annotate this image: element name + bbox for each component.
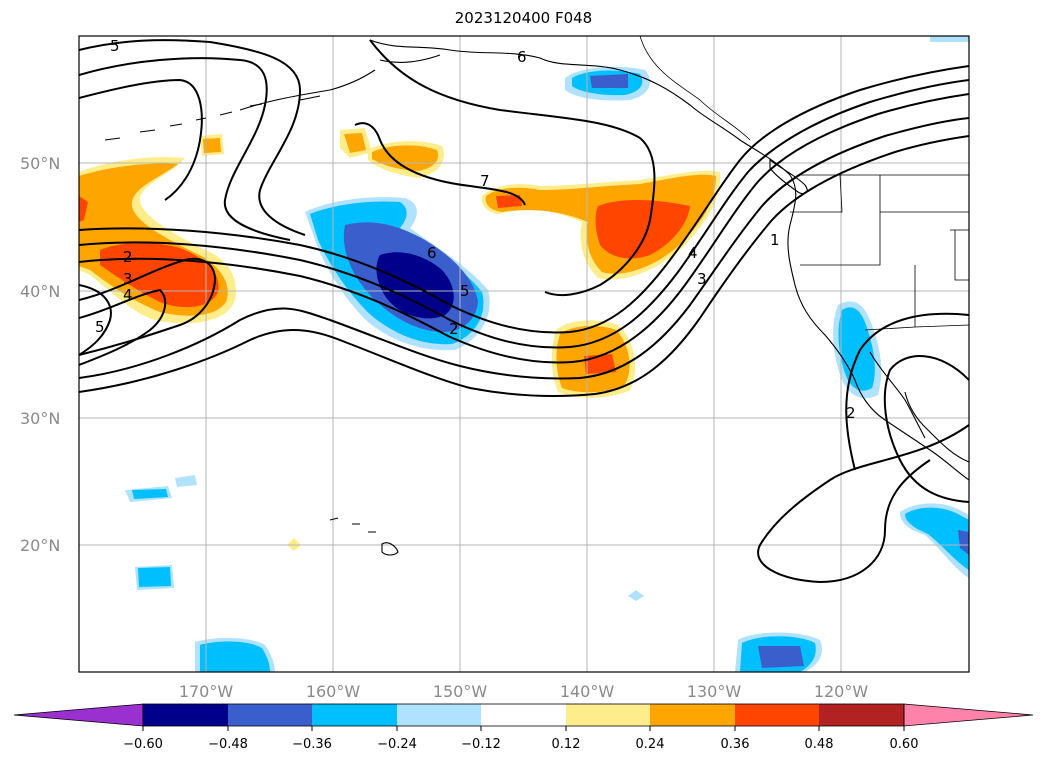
alaska-coast <box>239 54 441 111</box>
negative-anomaly-southeast-2 <box>905 507 969 570</box>
contour-6-north <box>369 39 656 297</box>
colorbar-segment-3 <box>312 704 397 726</box>
negative-anomaly-small-5-inner <box>758 646 804 668</box>
lat-label-30n: 30°N <box>20 409 60 428</box>
coastlines <box>104 39 969 556</box>
contour-d <box>79 93 969 364</box>
graticule <box>79 36 969 672</box>
negative-anomaly-small-4-core <box>200 641 270 672</box>
positive-anomaly-small-1-core <box>203 138 221 153</box>
positive-anomaly-north-2-core <box>372 145 439 171</box>
contour-7 <box>354 122 526 206</box>
colorbar-tick-label-6: 0.12 <box>552 737 581 752</box>
shaded-regions <box>79 36 969 672</box>
contour-label-4: 2 <box>123 248 133 266</box>
negative-anomaly-north-core <box>590 74 628 88</box>
colorbar-tick-label-3: −0.36 <box>292 737 332 752</box>
colorbar-segment-6 <box>566 704 650 726</box>
contour-e <box>79 257 217 356</box>
lon-label-170w: 170°W <box>179 682 234 701</box>
contour-label-8: 6 <box>427 244 437 262</box>
colorbar-segment-5 <box>481 704 566 726</box>
colorbar-tick-label-10: 0.60 <box>890 737 919 752</box>
contour-label-3: 7 <box>480 172 490 190</box>
negative-anomaly-small-2 <box>175 475 197 487</box>
colorbar-tick-label-2: −0.48 <box>208 737 248 752</box>
map-frame <box>78 35 970 673</box>
colorbar-tick-labels: −0.60 −0.48 −0.36 −0.24 −0.12 0.12 0.24 … <box>123 737 918 752</box>
contour-2-baja <box>845 312 969 503</box>
colorbar-tick-label-4: −0.24 <box>377 737 417 752</box>
map-content: 5 6 7 2 3 4 5 6 5 2 4 3 1 2 <box>79 36 969 672</box>
contour-label-12: 3 <box>697 270 707 288</box>
contour-f <box>79 288 167 366</box>
negative-anomaly-small-3-core <box>138 567 171 587</box>
contour-a <box>79 57 291 241</box>
negative-anomaly-small-6 <box>628 590 644 601</box>
colorbar-ticks <box>142 726 905 731</box>
lon-label-160w: 160°W <box>306 682 361 701</box>
positive-anomaly-east-small <box>496 195 522 208</box>
hawaii-islands <box>329 517 399 556</box>
contour-label-6: 4 <box>123 286 133 304</box>
negative-anomaly-small-1-core <box>132 489 168 499</box>
contour-label-7: 5 <box>95 318 105 336</box>
colorbar-segment-7 <box>650 704 735 726</box>
contour-label-13: 1 <box>770 231 780 249</box>
contour-h <box>79 135 969 397</box>
colorbar-segment-2 <box>228 704 312 726</box>
colorbar-tick-label-9: 0.48 <box>805 737 834 752</box>
contour-label-14: 2 <box>846 404 856 422</box>
colorbar-segment-8 <box>735 704 819 726</box>
lon-label-130w: 130°W <box>687 682 742 701</box>
contour-label-1: 5 <box>110 37 120 55</box>
contour-5-west-inner <box>79 78 203 201</box>
positive-anomaly-east-core <box>595 200 690 259</box>
negative-anomaly-southeast-core <box>958 530 969 555</box>
contour-southwest <box>79 284 112 356</box>
latitude-labels: 50°N 40°N 30°N 20°N <box>20 154 60 555</box>
contour-label-5: 3 <box>123 270 133 288</box>
positive-anomaly-west-edge <box>79 196 88 222</box>
colorbar: −0.60 −0.48 −0.36 −0.24 −0.12 0.12 0.24 … <box>13 703 1034 752</box>
lon-label-120w: 120°W <box>814 682 869 701</box>
baja-coast <box>869 351 969 463</box>
contour-5-west <box>79 39 306 236</box>
colorbar-segment-9 <box>819 704 904 726</box>
lat-label-20n: 20°N <box>20 536 60 555</box>
contour-b <box>79 65 969 334</box>
map-area <box>79 36 969 672</box>
contour-g <box>79 117 969 380</box>
positive-anomaly-north-1-core <box>344 133 366 153</box>
longitude-labels: 170°W 160°W 150°W 140°W 130°W 120°W <box>179 682 869 701</box>
north-america-coast <box>369 39 969 481</box>
alaska-canada-border <box>639 36 751 141</box>
contour-c <box>79 79 969 349</box>
colorbar-high-extension <box>903 703 1034 727</box>
colorbar-tick-label-1: −0.60 <box>123 737 163 752</box>
colorbar-segment-4 <box>397 704 481 726</box>
lon-label-150w: 150°W <box>433 682 488 701</box>
map-title: 2023120400 F048 <box>454 9 593 27</box>
colorbar-tick-label-5: −0.12 <box>461 737 501 752</box>
lat-label-50n: 50°N <box>20 154 60 173</box>
contours <box>79 39 969 584</box>
contour-label-11: 4 <box>688 244 698 262</box>
colorbar-tick-label-8: 0.36 <box>721 737 750 752</box>
colorbar-low-extension <box>13 703 144 727</box>
contour-labels: 5 6 7 2 3 4 5 6 5 2 4 3 1 2 <box>95 37 856 422</box>
colorbar-tick-label-7: 0.24 <box>636 737 665 752</box>
contour-label-2: 6 <box>517 48 527 66</box>
negative-anomaly-baja-core <box>838 307 875 391</box>
contour-1-south <box>757 424 969 584</box>
lat-label-40n: 40°N <box>20 282 60 301</box>
contour-label-9: 5 <box>460 282 470 300</box>
colorbar-segment-1 <box>143 704 228 726</box>
lon-label-140w: 140°W <box>560 682 615 701</box>
colorbar-frame <box>142 703 905 727</box>
negative-anomaly-small-7 <box>930 36 969 42</box>
state-borders <box>790 174 969 327</box>
contour-label-10: 2 <box>449 320 459 338</box>
